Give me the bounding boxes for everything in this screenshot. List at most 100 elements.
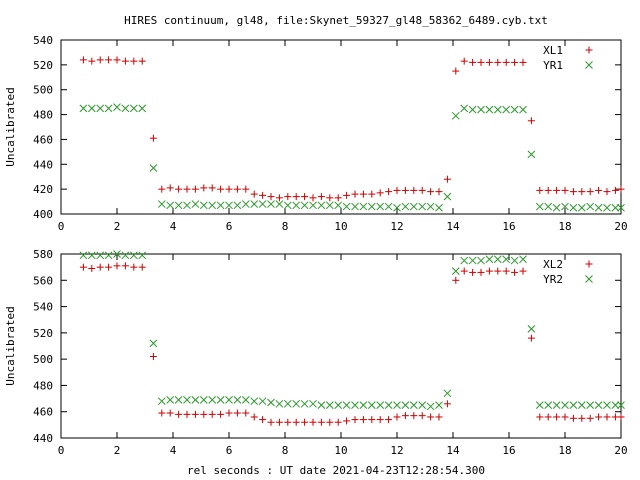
point-stroke [586,401,595,409]
point-stroke [535,202,544,211]
y-tick-label: 500 [33,353,53,366]
legend-label: XL1 [543,44,563,57]
x-tick-label: 6 [226,444,233,457]
point-stroke [376,202,385,211]
data-point [511,268,519,276]
x-tick-label: 4 [170,220,177,233]
point-stroke [309,201,317,210]
data-point [594,203,603,212]
data-point [104,251,113,260]
point-stroke [334,401,343,409]
data-point [317,201,326,210]
y-tick-label: 520 [33,59,53,72]
point-stroke [376,401,385,409]
point-stroke [199,201,208,210]
data-point [409,401,418,409]
data-point [199,201,208,210]
legend-marker [585,61,593,69]
point-stroke [544,202,553,211]
point-stroke [233,396,242,404]
point-stroke [96,251,105,260]
point-stroke [191,200,200,208]
point-stroke [300,201,309,210]
data-point [561,202,569,211]
point-stroke [418,202,427,211]
x-tick-label: 2 [114,444,121,457]
point-stroke [493,105,502,114]
point-stroke [216,396,225,404]
point-stroke [435,203,443,212]
point-stroke [527,150,536,159]
x-tick-label: 14 [446,444,460,457]
point-stroke [275,200,284,208]
data-point [544,413,552,421]
data-point [79,251,88,260]
point-stroke [342,202,351,211]
data-point [96,56,104,64]
point-stroke [87,104,96,113]
data-point [569,203,578,212]
x-tick-label: 6 [226,220,233,233]
point-stroke [300,399,309,408]
data-point [426,402,435,411]
y-tick-label: 540 [33,301,53,314]
data-point [138,104,147,113]
data-point [149,353,157,361]
data-point [359,202,368,211]
data-point [292,193,300,201]
plot-frame [60,39,622,215]
data-point [233,409,241,417]
point-stroke [477,256,485,265]
x-tick-label: 0 [58,444,65,457]
y-tick-label: 580 [33,248,53,261]
data-point [536,413,544,421]
point-stroke [544,401,553,409]
data-point [233,185,241,193]
point-stroke [292,201,301,210]
point-stroke [79,104,88,113]
point-stroke [96,104,105,113]
point-stroke [359,401,368,409]
y-tick-label: 420 [33,183,53,196]
data-point [166,184,174,192]
data-point [225,396,233,404]
data-point [317,401,326,409]
point-stroke [527,325,536,333]
data-point [88,264,96,272]
point-stroke [183,201,191,210]
data-point [157,397,166,406]
data-point [561,401,569,409]
data-point [359,190,367,198]
y-tick-label: 400 [33,208,53,221]
point-stroke [401,202,410,211]
data-point [283,399,292,408]
series-XL1 [79,56,625,202]
data-point [259,416,267,424]
data-point [586,401,595,409]
point-stroke [113,103,121,111]
plot-frame [60,253,622,439]
point-stroke [309,399,317,408]
point-stroke [129,104,138,113]
point-stroke [359,202,368,211]
point-stroke [129,251,138,260]
data-point [451,267,460,275]
point-stroke [199,396,208,404]
data-point [259,191,267,199]
data-point [138,263,146,271]
point-stroke [258,397,267,406]
data-point [183,396,191,404]
data-point [485,255,494,264]
point-stroke [418,401,427,409]
x-tick-label: 8 [282,444,289,457]
data-point [586,202,595,211]
point-stroke [519,255,527,264]
data-point [334,418,342,426]
x-tick-label: 16 [502,220,515,233]
data-point [527,325,536,333]
point-stroke [157,397,166,406]
data-point [275,194,283,202]
point-stroke [569,401,578,409]
data-point [191,185,199,193]
data-point [578,188,586,196]
